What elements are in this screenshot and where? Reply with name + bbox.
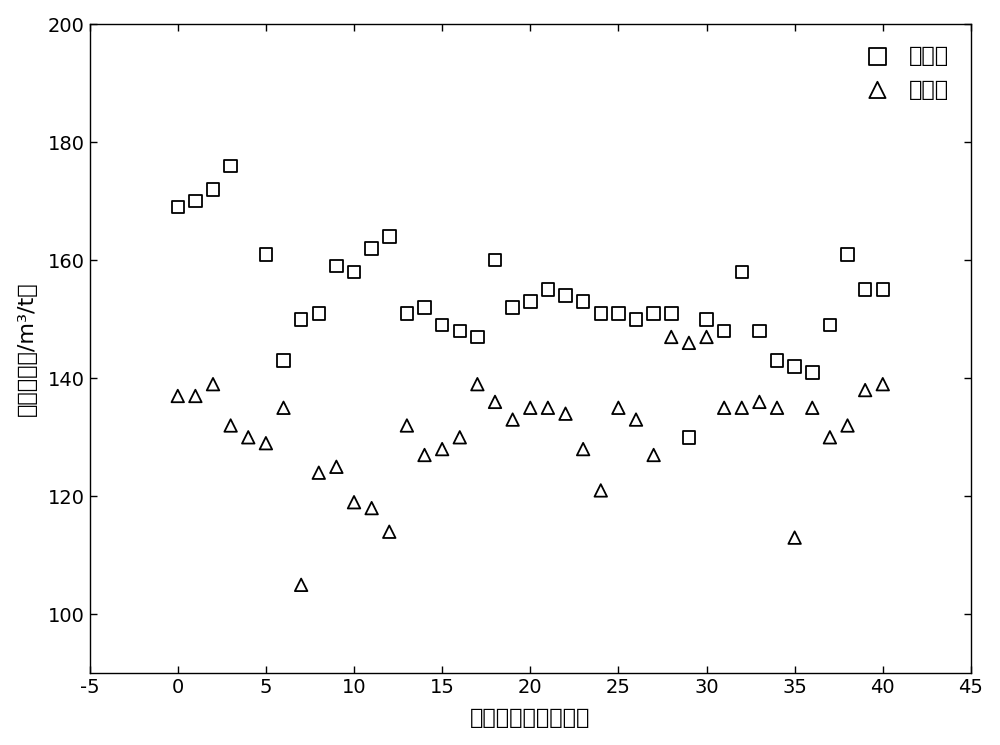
X-axis label: 煮气回收量采集炉次: 煮气回收量采集炉次 <box>470 708 590 729</box>
实施前 <box>610 308 626 320</box>
实施后 <box>170 390 186 402</box>
实施后 <box>434 443 450 455</box>
实施后 <box>399 419 415 431</box>
实施前 <box>469 331 485 343</box>
实施后 <box>505 413 521 425</box>
实施前 <box>716 325 732 337</box>
实施后 <box>875 378 891 390</box>
实施后 <box>751 396 767 408</box>
实施后 <box>205 378 221 390</box>
实施前 <box>452 325 468 337</box>
实施后 <box>699 331 715 343</box>
实施前 <box>787 361 803 372</box>
实施前 <box>628 314 644 326</box>
实施前 <box>170 201 186 213</box>
实施前 <box>646 308 662 320</box>
实施前 <box>840 248 856 260</box>
实施后 <box>558 408 574 419</box>
实施前 <box>751 325 767 337</box>
实施后 <box>223 419 239 431</box>
实施前 <box>663 308 679 320</box>
实施前 <box>769 355 785 367</box>
实施前 <box>417 302 433 314</box>
实施后 <box>346 496 362 508</box>
实施前 <box>699 314 715 326</box>
Y-axis label: 煮气回收量/m³/t钓: 煮气回收量/m³/t钓 <box>17 282 37 416</box>
实施后 <box>716 402 732 413</box>
实施后 <box>681 337 697 349</box>
实施后 <box>417 449 433 461</box>
实施后 <box>822 431 838 443</box>
实施后 <box>769 402 785 413</box>
实施前 <box>804 367 820 378</box>
实施后 <box>646 449 662 461</box>
实施后 <box>364 502 380 514</box>
实施后 <box>663 331 679 343</box>
实施后 <box>522 402 538 413</box>
实施前 <box>522 296 538 308</box>
实施前 <box>575 296 591 308</box>
实施后 <box>593 484 609 496</box>
实施前 <box>381 231 397 243</box>
实施前 <box>487 254 503 266</box>
实施后 <box>187 390 203 402</box>
实施后 <box>787 532 803 544</box>
实施前 <box>364 242 380 254</box>
实施后 <box>381 526 397 538</box>
实施后 <box>840 419 856 431</box>
Legend: 实施前, 实施后: 实施前, 实施后 <box>853 35 960 111</box>
实施前 <box>276 355 292 367</box>
实施前 <box>857 284 873 296</box>
实施后 <box>452 431 468 443</box>
实施后 <box>804 402 820 413</box>
实施后 <box>276 402 292 413</box>
实施后 <box>575 443 591 455</box>
实施后 <box>734 402 750 413</box>
实施后 <box>857 384 873 396</box>
实施前 <box>187 195 203 207</box>
实施后 <box>540 402 556 413</box>
实施后 <box>628 413 644 425</box>
实施后 <box>487 396 503 408</box>
实施后 <box>258 437 274 449</box>
实施后 <box>240 431 256 443</box>
实施前 <box>311 308 327 320</box>
实施后 <box>328 461 344 473</box>
实施前 <box>205 183 221 195</box>
实施前 <box>540 284 556 296</box>
实施后 <box>610 402 626 413</box>
实施前 <box>258 248 274 260</box>
实施前 <box>223 160 239 172</box>
实施前 <box>293 314 309 326</box>
实施前 <box>505 302 521 314</box>
实施前 <box>328 260 344 272</box>
实施后 <box>293 579 309 591</box>
实施前 <box>875 284 891 296</box>
实施后 <box>469 378 485 390</box>
实施前 <box>558 290 574 302</box>
实施前 <box>434 319 450 331</box>
实施前 <box>346 266 362 278</box>
实施前 <box>593 308 609 320</box>
实施前 <box>399 308 415 320</box>
实施前 <box>734 266 750 278</box>
实施前 <box>822 319 838 331</box>
实施前 <box>681 431 697 443</box>
实施后 <box>311 466 327 478</box>
